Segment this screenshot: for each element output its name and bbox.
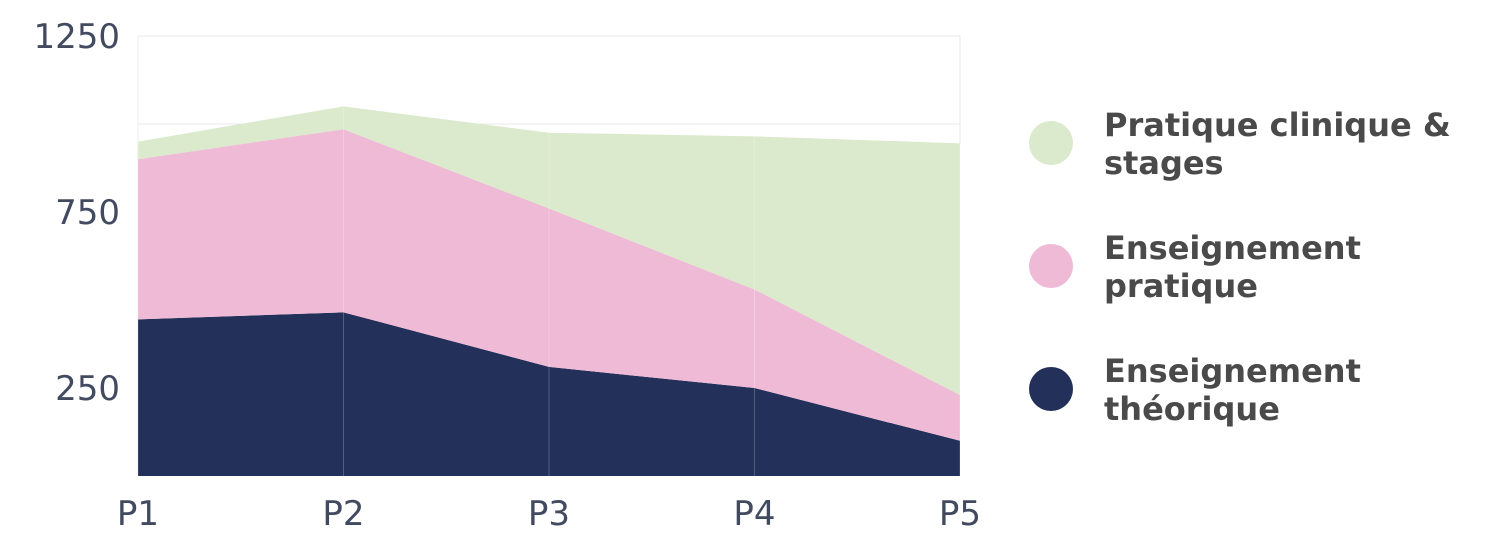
area-series-1 [138,312,960,476]
x-tick-label: P3 [528,494,570,534]
legend-swatch [1029,121,1073,165]
legend-swatch [1029,367,1073,411]
vertical-grid-layer [137,35,961,476]
x-tick-label: P2 [322,494,364,534]
area-series-3 [138,106,960,396]
legend-label: pratique [1104,267,1258,305]
y-tick-label: 750 [55,193,120,233]
y-tick-label: 1250 [33,17,120,57]
legend-label: Pratique clinique & [1104,106,1451,144]
legend-swatch [1029,244,1073,288]
x-tick-label: P4 [733,494,775,534]
legend: Pratique clinique &stagesEnseignementpra… [1029,106,1451,428]
axis-layer: 250 750 1250 P1 P2 P3 P4 P5 [33,17,981,534]
area-layer [138,106,960,476]
area-series-2 [138,129,960,441]
legend-label: Enseignement [1104,352,1361,390]
legend-label: Enseignement [1104,229,1361,267]
legend-label: stages [1104,144,1224,182]
x-tick-label: P1 [117,494,159,534]
x-tick-label: P5 [939,494,981,534]
legend-label: théorique [1104,390,1280,428]
y-tick-label: 250 [55,369,120,409]
